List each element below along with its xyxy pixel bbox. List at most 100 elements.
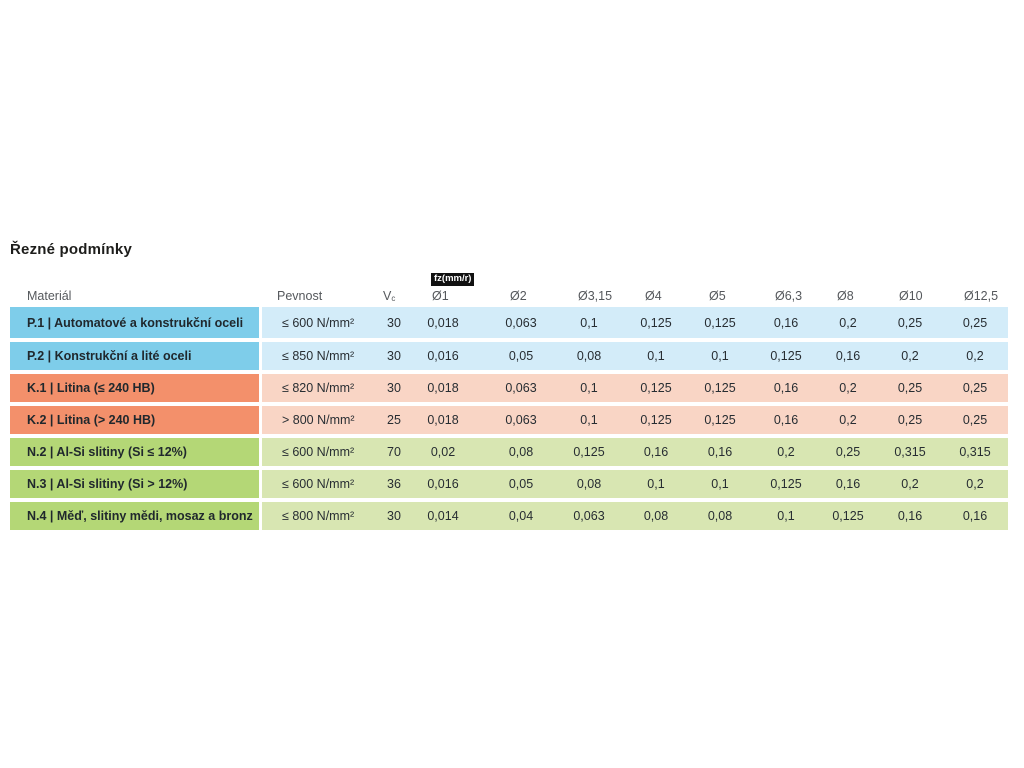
table-body: P.1 | Automatové a konstrukční oceli ≤ 60… — [10, 307, 1008, 530]
table-row: N.3 | Al-Si slitiny (Si > 12%) ≤ 600 N/mm… — [10, 470, 1008, 498]
fz-value-cell: 0,125 — [704, 307, 775, 338]
fz-value: 0,08 — [576, 477, 602, 491]
fz-value-cell: 0,1 — [775, 502, 837, 530]
fz-value-cell: 0,315 — [959, 438, 1008, 466]
column-header-diameter-4: Ø5 — [709, 270, 775, 303]
diameter-header-label: Ø6,3 — [775, 289, 803, 303]
column-header-diameter-1: Ø2 — [510, 270, 578, 303]
material-cell: N.2 | Al-Si slitiny (Si ≤ 12%) — [10, 438, 262, 466]
vc-value: 30 — [387, 315, 401, 330]
table-row: K.2 | Litina (> 240 HB) > 800 N/mm² 25 0,01… — [10, 406, 1008, 434]
fz-value: 0,25 — [897, 315, 923, 330]
material-label: N.2 | Al-Si slitiny (Si ≤ 12%) — [10, 438, 259, 466]
vc-cell: 30 — [383, 342, 432, 370]
fz-value-cell: 0,16 — [898, 502, 964, 530]
material-label: K.1 | Litina (≤ 240 HB) — [10, 374, 259, 402]
diameter-header-label: Ø10 — [899, 289, 923, 303]
table-row: K.1 | Litina (≤ 240 HB) ≤ 820 N/mm² 30 0,01… — [10, 374, 1008, 402]
fz-value-cell: 0,08 — [644, 502, 709, 530]
column-header-diameter-5: Ø6,3 — [775, 270, 837, 303]
fz-value-cell: 0,063 — [505, 406, 578, 434]
material-cell: P.1 | Automatové a konstrukční oceli — [10, 307, 262, 338]
fz-value-cell: 0,25 — [963, 307, 1008, 338]
fz-value: 0,1 — [647, 349, 665, 363]
fz-value: 0,016 — [427, 477, 459, 491]
fz-value: 0,1 — [647, 477, 665, 491]
fz-value-cell: 0,2 — [837, 307, 899, 338]
fz-value: 0,05 — [508, 349, 534, 363]
column-header-diameter-0: fz(mm/r) Ø1 — [431, 270, 510, 303]
fz-value: 0,08 — [707, 509, 733, 523]
pevnost-cell: ≤ 850 N/mm² — [262, 342, 383, 370]
fz-value: 0,125 — [640, 315, 672, 330]
column-header-diameter-3: Ø4 — [645, 270, 709, 303]
page-title: Řezné podmínky — [10, 241, 132, 258]
vc-value: 30 — [387, 509, 401, 523]
fz-value-cell: 0,25 — [963, 406, 1008, 434]
column-header-diameter-6: Ø8 — [837, 270, 899, 303]
column-header-material: Materiál — [27, 289, 72, 303]
fz-value: 0,16 — [707, 445, 733, 459]
fz-value-cell: 0,08 — [577, 342, 645, 370]
vc-cell: 25 — [383, 406, 432, 434]
vc-value: 25 — [387, 413, 401, 427]
pevnost-cell: ≤ 600 N/mm² — [262, 470, 383, 498]
fz-value: 0,125 — [704, 315, 736, 330]
fz-value: 0,16 — [835, 349, 861, 363]
fz-value: 0,063 — [505, 413, 537, 427]
fz-value-cell: 0,315 — [894, 438, 964, 466]
column-header-diameter-2: Ø3,15 — [578, 270, 645, 303]
fz-value: 0,16 — [962, 509, 988, 523]
material-cell: P.2 | Konstrukční a lité oceli — [10, 342, 262, 370]
fz-value: 0,25 — [835, 445, 861, 459]
table-row: P.2 | Konstrukční a lité oceli ≤ 850 N/mm… — [10, 342, 1008, 370]
pevnost-cell: > 800 N/mm² — [262, 406, 383, 434]
fz-value-cell: 0,02 — [431, 438, 510, 466]
fz-value-cell: 0,125 — [704, 406, 775, 434]
column-header-diameter-7: Ø10 — [899, 270, 964, 303]
fz-value: 0,2 — [966, 477, 984, 491]
vc-cell: 36 — [383, 470, 432, 498]
fz-value: 0,25 — [897, 413, 923, 427]
pevnost-cell: ≤ 600 N/mm² — [262, 307, 383, 338]
fz-value: 0,2 — [839, 381, 857, 395]
fz-value: 0,018 — [427, 315, 459, 330]
diameter-header-label: Ø12,5 — [964, 289, 999, 303]
fz-value: 0,018 — [427, 381, 459, 395]
fz-value-cell: 0,125 — [832, 502, 899, 530]
fz-value-cell: 0,16 — [774, 406, 837, 434]
fz-value: 0,16 — [773, 413, 799, 427]
fz-value: 0,063 — [573, 509, 605, 523]
fz-value-cell: 0,125 — [704, 374, 775, 402]
fz-value-cell: 0,16 — [836, 342, 899, 370]
fz-value-cell: 0,018 — [427, 307, 510, 338]
fz-value: 0,08 — [508, 445, 534, 459]
fz-value-cell: 0,125 — [640, 374, 709, 402]
fz-value: 0,125 — [770, 349, 802, 363]
fz-value-cell: 0,16 — [644, 438, 709, 466]
fz-value: 0,05 — [508, 477, 534, 491]
fz-value: 0,125 — [704, 413, 736, 427]
fz-value-cell: 0,25 — [836, 438, 899, 466]
fz-value-cell: 0,125 — [640, 406, 709, 434]
fz-value: 0,04 — [508, 509, 534, 523]
fz-value-cell: 0,016 — [427, 342, 510, 370]
fz-value: 0,1 — [711, 477, 729, 491]
fz-value: 0,1 — [777, 509, 795, 523]
fz-value-cell: 0,16 — [963, 502, 1008, 530]
fz-value-cell: 0,16 — [774, 374, 837, 402]
fz-value: 0,014 — [427, 509, 459, 523]
fz-value-cell: 0,16 — [836, 470, 899, 498]
vc-cell: 30 — [383, 374, 432, 402]
fz-value-cell: 0,05 — [509, 470, 578, 498]
material-cell: K.1 | Litina (≤ 240 HB) — [10, 374, 262, 402]
fz-value-cell: 0,2 — [775, 438, 837, 466]
fz-value: 0,1 — [711, 349, 729, 363]
fz-value-cell: 0,08 — [509, 438, 578, 466]
diameter-header-label: Ø5 — [709, 289, 726, 303]
fz-value: 0,063 — [505, 381, 537, 395]
material-cell: K.2 | Litina (> 240 HB) — [10, 406, 262, 434]
